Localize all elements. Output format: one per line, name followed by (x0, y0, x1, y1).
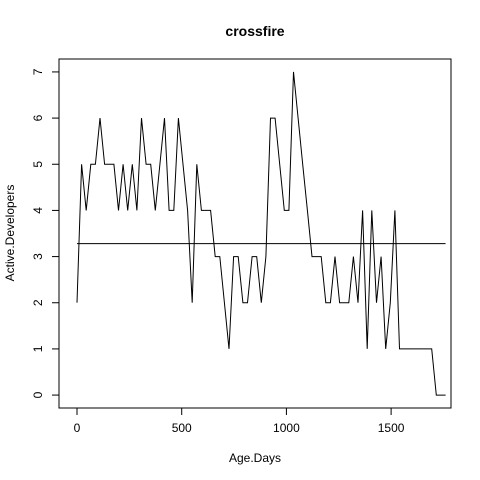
x-axis-label: Age.Days (229, 451, 281, 465)
y-tick-label: 5 (31, 161, 45, 168)
x-axis: 0 500 1000 1500 (74, 407, 405, 435)
y-tick-label: 1 (31, 345, 45, 352)
y-tick-label: 4 (31, 207, 45, 214)
y-tick-label: 7 (31, 68, 45, 75)
y-tick-label: 2 (31, 299, 45, 306)
chart-title: crossfire (225, 23, 284, 39)
y-tick-label: 3 (31, 253, 45, 260)
x-tick-label: 500 (172, 421, 192, 435)
series-line (76, 71, 446, 396)
y-tick-label: 6 (31, 114, 45, 121)
y-axis-label: Active.Developers (3, 185, 17, 282)
x-tick-label: 1000 (273, 421, 300, 435)
plot-area (76, 71, 446, 396)
y-axis: 0 1 2 3 4 5 6 7 (31, 68, 60, 398)
x-tick-label: 1500 (378, 421, 405, 435)
x-tick-label: 0 (74, 421, 81, 435)
y-tick-label: 0 (31, 391, 45, 398)
